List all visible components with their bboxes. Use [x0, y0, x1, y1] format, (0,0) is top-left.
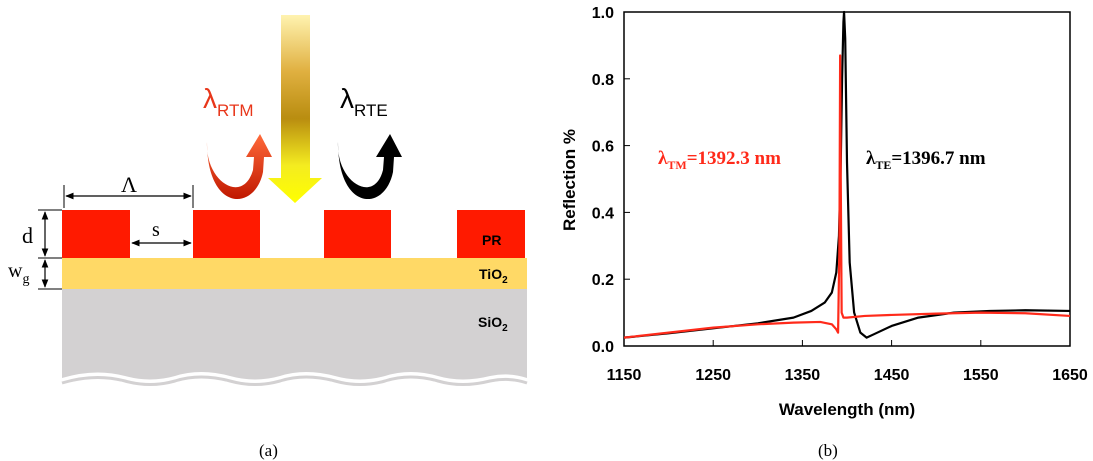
lambda-rtm-label: λRTM [203, 83, 254, 120]
y-tick-label: 0.2 [592, 272, 614, 289]
sio2-label: SiO2 [478, 314, 508, 334]
te-reflection-line [623, 10, 1071, 339]
x-axis-label: Wavelength (nm) [779, 400, 915, 419]
y-tick-label: 0.6 [592, 139, 614, 156]
grating-ridge [457, 210, 525, 258]
y-tick-label: 0.8 [592, 72, 614, 89]
panel-a-schematic: PR TiO2 SiO2 Λ s d wg λRTM λRTE [8, 15, 528, 386]
x-tick-label: 1550 [963, 367, 999, 384]
rtm-reflection-arrow [206, 134, 272, 200]
x-tick-label: 1150 [607, 367, 642, 384]
x-tick-label: 1350 [785, 367, 821, 384]
caption-b: (b) [818, 441, 838, 460]
plot-frame [623, 11, 1071, 347]
sio2-substrate [62, 289, 527, 380]
y-tick-label: 0.4 [592, 205, 614, 222]
y-axis-label: Reflection % [560, 129, 579, 231]
x-tick-label: 1250 [695, 367, 731, 384]
panel-b-chart: 1150 1250 1350 1450 1550 1650 0.0 0.2 0.4 0.6 0.8 1… [560, 5, 1088, 419]
depth-label: d [22, 223, 33, 248]
pr-label: PR [482, 232, 501, 248]
period-label: Λ [121, 172, 137, 197]
waveguide-label: wg [8, 260, 29, 287]
lambda-rte-label: λRTE [340, 83, 388, 120]
x-tick-label: 1450 [874, 367, 910, 384]
te-resonance-annotation: λTE=1396.7 nm [866, 148, 986, 172]
incident-beam-arrow [268, 15, 322, 203]
grating-ridge [324, 210, 391, 258]
caption-a: (a) [259, 441, 278, 460]
grating-ridge [193, 210, 260, 258]
gap-label: s [152, 219, 160, 241]
tio2-label: TiO2 [479, 266, 508, 286]
tm-reflection-line [623, 54, 1071, 339]
tm-resonance-annotation: λTM=1392.3 nm [658, 148, 781, 172]
y-tick-label: 0.0 [592, 339, 614, 356]
grating-ridge [62, 210, 130, 258]
x-tick-label: 1650 [1052, 367, 1088, 384]
axis-ticks: 1150 1250 1350 1450 1550 1650 0.0 0.2 0.4 0.6 0.8 1… [592, 5, 1088, 384]
chart-series [623, 10, 1071, 339]
rte-reflection-arrow [337, 134, 402, 200]
substrate-wave-edge [61, 375, 528, 386]
tio2-layer [62, 258, 527, 289]
y-tick-label: 1.0 [592, 5, 614, 22]
